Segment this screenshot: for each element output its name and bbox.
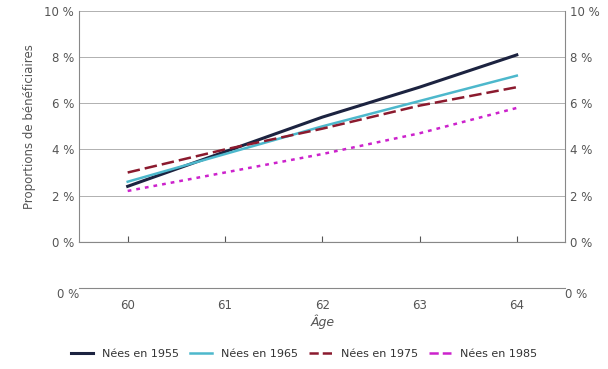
Text: 0 %: 0 % [57, 288, 79, 301]
Y-axis label: Proportions de bénéficiaires: Proportions de bénéficiaires [23, 44, 36, 209]
X-axis label: Âge: Âge [310, 315, 334, 329]
Legend: Nées en 1955, Nées en 1965, Nées en 1975, Nées en 1985: Nées en 1955, Nées en 1965, Nées en 1975… [66, 345, 542, 363]
Text: 0 %: 0 % [565, 288, 588, 301]
